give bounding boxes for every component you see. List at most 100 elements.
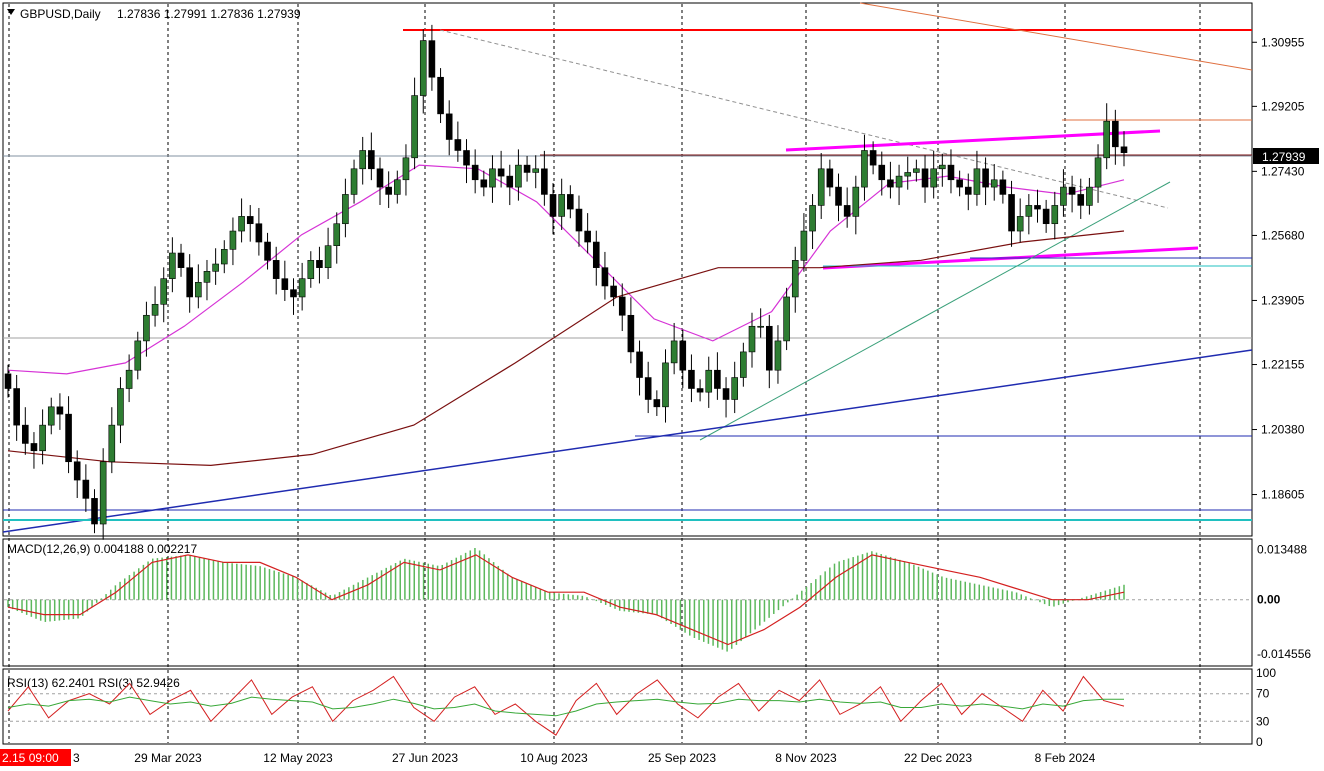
bear-candle (835, 186, 842, 206)
bull-candle (1103, 120, 1110, 159)
bear-candle (1112, 120, 1119, 148)
bear-candle (947, 164, 955, 181)
bear-candle (584, 230, 591, 243)
bear-candle (688, 369, 695, 389)
current-price-label: 1.27939 (1262, 150, 1306, 164)
rsi-title: RSI(13) 62.2401 RSI(3) 52.9426 (7, 676, 180, 690)
drawn-objects (2, 2, 1253, 533)
macd-signal-line (7, 554, 1125, 646)
bull-candle (402, 157, 410, 181)
bear-candle (281, 278, 289, 290)
bull-candle (350, 168, 358, 195)
bull-candle (203, 271, 211, 283)
bull-candle (705, 369, 713, 393)
rsi-indicator (4, 675, 1250, 736)
bear-candle (316, 260, 323, 268)
bull-candle (904, 172, 912, 177)
symbol-menu-arrow-icon[interactable] (7, 9, 15, 15)
bull-candle (662, 362, 669, 408)
bull-candle (411, 95, 418, 159)
price-tick-label: 1.20380 (1261, 423, 1305, 437)
current-price-box (1253, 148, 1319, 164)
date-tick-label: 29 Mar 2023 (134, 751, 202, 765)
bear-candle (826, 168, 834, 188)
bear-candle (246, 216, 254, 225)
bull-candle (342, 194, 349, 225)
bear-candle (13, 388, 20, 426)
bull-candle (307, 260, 315, 279)
bull-candle (212, 263, 219, 272)
bull-candle (195, 282, 202, 298)
bear-candle (445, 113, 453, 140)
ohlc-values: 1.27836 1.27991 1.27836 1.27939 (117, 7, 301, 21)
bear-candle (480, 179, 488, 188)
bear-candle (186, 267, 193, 298)
bear-candle (1008, 194, 1015, 232)
bear-candle (999, 179, 1007, 195)
bull-candle (125, 369, 133, 389)
symbol-title: GBPUSD,Daily (20, 7, 101, 21)
main-chart-frame[interactable] (2, 2, 1253, 537)
date-tick-label: 22 Dec 2023 (904, 751, 972, 765)
bear-candle (956, 179, 963, 188)
bear-candle (4, 373, 12, 389)
bull-candle (895, 175, 903, 188)
bear-candle (376, 168, 384, 188)
bear-candle (1034, 205, 1041, 210)
gray-dashed-trendline[interactable] (439, 29, 1169, 209)
bull-candle (731, 377, 738, 400)
candlesticks (4, 24, 1128, 540)
bear-candle (30, 443, 38, 452)
bear-candle (290, 289, 297, 298)
blue-uptrend-line[interactable] (2, 349, 1253, 533)
rsi13-line (7, 675, 1125, 736)
macd-tick-label: 0.013488 (1257, 542, 1307, 556)
rsi-tick-label: 70 (1256, 687, 1270, 701)
bull-candle (324, 245, 332, 268)
bull-candle (151, 303, 159, 316)
date-tick-label: 10 Aug 2023 (520, 751, 588, 765)
bull-candle (791, 260, 799, 298)
bull-candle (783, 296, 790, 342)
bear-candle (272, 260, 280, 279)
bull-candle (143, 314, 150, 342)
green-uptrend-line[interactable] (699, 181, 1171, 441)
bull-candle (298, 278, 306, 298)
bull-candle (1094, 157, 1102, 188)
bull-candle (515, 164, 522, 188)
bear-candle (91, 498, 98, 525)
date-tick-label: 8 Feb 2024 (1035, 751, 1096, 765)
bull-candle (774, 340, 782, 371)
rsi3-line (7, 696, 1124, 717)
bull-candle (238, 216, 245, 232)
bear-candle (878, 164, 886, 181)
cursor-time-label: 2.15 09:00 (2, 751, 59, 765)
bear-candle (627, 314, 635, 353)
price-tick-label: 1.30955 (1261, 35, 1305, 49)
bear-candle (887, 179, 894, 188)
bull-candle (532, 168, 540, 173)
rsi-axis: 100 70 30 0 (1256, 666, 1276, 749)
bear-candle (368, 150, 375, 170)
macd-tick-label: -0.014556 (1257, 647, 1311, 661)
bear-candle (869, 150, 877, 166)
bear-candle (575, 208, 583, 232)
bull-candle (817, 168, 825, 206)
upper-channel-line[interactable] (785, 129, 1161, 152)
bull-candle (670, 340, 678, 364)
bear-candle (497, 168, 505, 177)
bear-candle (653, 399, 661, 408)
orange-downtrend-line[interactable] (859, 2, 1253, 71)
price-tick-label: 1.18605 (1261, 488, 1305, 502)
price-tick-label: 1.22155 (1261, 358, 1305, 372)
bear-candle (463, 150, 470, 166)
bear-candle (437, 76, 444, 115)
price-tick-label: 1.25680 (1261, 228, 1305, 242)
bear-candle (255, 223, 263, 243)
bull-candle (108, 424, 116, 463)
bear-candle (843, 205, 851, 217)
bull-candle (1016, 216, 1024, 232)
bear-candle (644, 377, 652, 400)
bull-candle (800, 230, 808, 261)
